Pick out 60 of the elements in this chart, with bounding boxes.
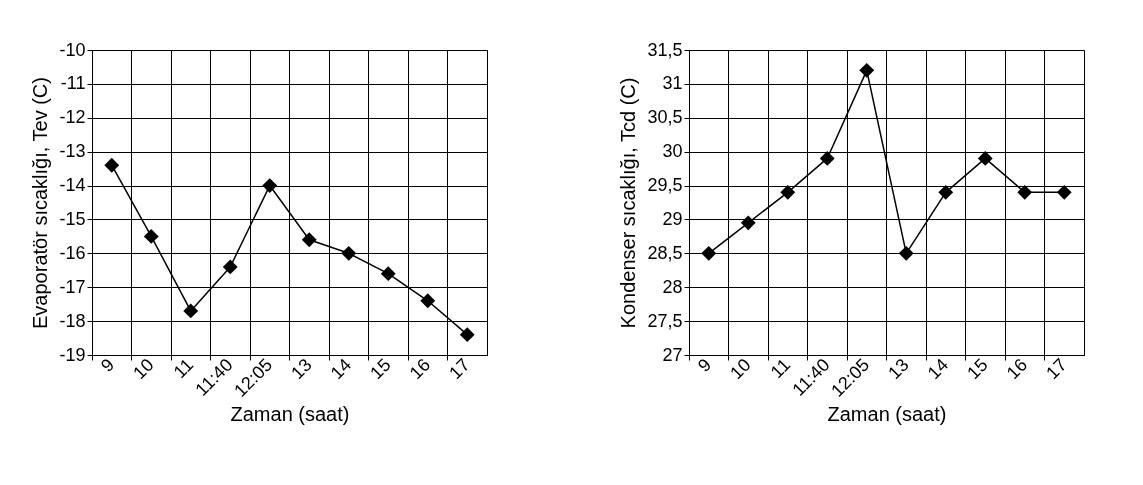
point bbox=[262, 178, 278, 193]
x-tick-label: 10 bbox=[129, 354, 158, 384]
x-tick-label: 13 bbox=[884, 354, 913, 384]
y-tick-label: -11 bbox=[60, 73, 86, 94]
point bbox=[977, 151, 993, 166]
x-tick-label: 9 bbox=[96, 354, 119, 376]
point bbox=[301, 232, 317, 248]
y-axis-title: Kondenser sıcaklığı, Tcd (C) bbox=[617, 77, 640, 329]
point bbox=[938, 184, 954, 200]
point bbox=[380, 266, 396, 282]
point bbox=[780, 184, 796, 200]
x-axis-title: Zaman (saat) bbox=[827, 402, 947, 425]
point bbox=[859, 62, 875, 78]
y-tick-label: 28 bbox=[662, 276, 683, 297]
y-tick-label: -19 bbox=[59, 344, 86, 365]
point bbox=[1017, 184, 1033, 200]
y-tick-label: 27,5 bbox=[647, 310, 683, 331]
x-tick-label: 11 bbox=[766, 354, 795, 383]
y-tick-label: -14 bbox=[59, 175, 86, 196]
y-tick-label: -10 bbox=[59, 39, 86, 60]
point bbox=[104, 157, 120, 173]
point bbox=[341, 245, 357, 261]
x-tick-label: 15 bbox=[366, 354, 395, 384]
x-tick-label: 9 bbox=[693, 354, 716, 376]
y-tick-label: 27 bbox=[662, 344, 683, 365]
point bbox=[459, 327, 475, 343]
y-tick-label: -18 bbox=[59, 310, 86, 331]
y-tick-label: -13 bbox=[59, 141, 86, 162]
x-tick-label: 16 bbox=[1002, 354, 1032, 384]
x-tick-label: 17 bbox=[445, 354, 474, 384]
point bbox=[420, 293, 436, 309]
x-tick-label: 13 bbox=[287, 354, 316, 384]
x-tick-label: 14 bbox=[923, 354, 953, 384]
point bbox=[183, 303, 199, 319]
y-tick-label: -12 bbox=[59, 107, 86, 128]
x-tick-label: 15 bbox=[963, 354, 992, 384]
y-tick-label: 28,5 bbox=[647, 242, 683, 263]
y-tick-label: -15 bbox=[59, 208, 86, 229]
point bbox=[701, 245, 717, 261]
y-tick-label: 29,5 bbox=[647, 175, 683, 196]
y-tick-label: 30,5 bbox=[647, 107, 683, 128]
y-tick-label: 30 bbox=[662, 141, 683, 162]
x-tick-label: 17 bbox=[1042, 354, 1071, 384]
point bbox=[222, 259, 238, 275]
y-tick-label: 31,5 bbox=[647, 39, 683, 60]
point bbox=[143, 228, 159, 244]
x-tick-label: 10 bbox=[726, 354, 755, 384]
y-tick-label: 31 bbox=[662, 73, 683, 94]
y-tick-label: 29 bbox=[662, 208, 683, 229]
x-axis-title: Zaman (saat) bbox=[230, 402, 350, 425]
point bbox=[740, 215, 756, 231]
x-tick-label: 11 bbox=[169, 354, 198, 383]
y-axis-title: Evaporatör sıcaklığı, Tev (C) bbox=[29, 77, 52, 329]
y-tick-label: -16 bbox=[59, 242, 86, 263]
point bbox=[898, 245, 914, 261]
point bbox=[1056, 184, 1072, 200]
x-tick-label: 16 bbox=[405, 354, 435, 384]
y-tick-label: -17 bbox=[59, 276, 86, 297]
x-tick-label: 14 bbox=[326, 354, 356, 384]
point bbox=[819, 151, 835, 166]
